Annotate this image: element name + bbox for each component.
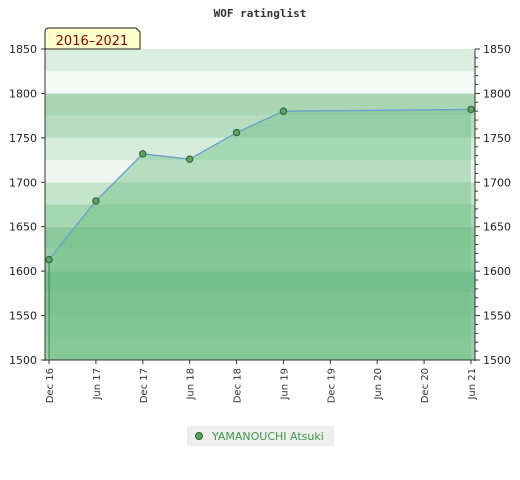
y-tick-label-left: 1600 [9,265,37,278]
data-point-2017-12 [139,150,147,158]
x-tick-label: Jun 17 [92,368,103,401]
data-point-2018-06 [185,155,194,163]
x-tick-label: Dec 20 [420,368,431,403]
legend-marker-icon [195,432,203,440]
series-yamanouchi [45,105,475,360]
band [45,71,475,94]
x-tick-label: Dec 17 [139,368,150,403]
band [45,204,475,227]
y-axis-right: 1500 1550 1600 1650 1700 1750 1800 1850 [474,43,511,367]
y-tick-label-left: 1500 [9,354,37,367]
background-bands [45,49,475,360]
y-tick-label-left: 1650 [9,221,37,234]
x-tick-label: Jun 18 [186,368,197,401]
y-tick-label-right: 1600 [483,265,511,278]
y-tick-label-right: 1750 [483,132,511,145]
y-tick-label-right: 1850 [483,43,511,56]
data-point-2021-06 [467,105,475,114]
data-point-2018-12 [232,128,241,137]
y-tick-label-left: 1550 [9,310,37,323]
band [45,248,475,272]
band [45,160,475,183]
x-tick-label: Dec 16 [45,368,56,403]
y-tick-label-left: 1800 [9,87,37,100]
y-tick-label-right: 1800 [483,87,511,100]
band [45,337,475,360]
x-tick-label: Jun 21 [467,368,478,401]
y-tick-label-left: 1850 [9,43,37,56]
data-point-2016-12 [45,255,53,264]
y-tick-label-left: 1750 [9,132,37,145]
x-tick-label: Jun 19 [279,368,290,401]
x-tick-label: Jun 20 [373,368,384,401]
band [45,271,475,294]
y-tick-label-right: 1550 [483,310,511,323]
y-tick-label-right: 1650 [483,221,511,234]
y-tick-label-right: 1700 [483,176,511,189]
band [45,315,475,338]
x-axis: Dec 16 Jun 17 Dec 17 Jun 18 Dec 18 Jun 19 Dec … [45,359,478,403]
badge-box [44,27,141,50]
chart-title: WOF ratinglist [214,7,307,20]
x-tick-label: Dec 18 [233,368,244,403]
rating-area [49,109,471,361]
band [45,293,475,316]
band [45,182,475,205]
legend: YAMANOUCHI Atsuki [187,426,334,446]
data-point-2017-06 [92,197,100,205]
band [45,49,475,72]
y-tick-label-left: 1700 [9,176,37,189]
y-axis-left: 1500 1550 1600 1650 1700 1750 1800 1850 [9,43,46,367]
band [45,226,475,249]
y-tick-label-right: 1500 [483,354,511,367]
x-tick-label: Dec 19 [326,368,337,403]
data-point-2019-06 [279,107,288,115]
badge-label: 2016–2021 [56,34,129,49]
band [45,115,475,138]
legend-label: YAMANOUCHI Atsuki [212,429,324,443]
period-badge: 2016–2021 [44,27,141,50]
area-fill [49,109,471,361]
